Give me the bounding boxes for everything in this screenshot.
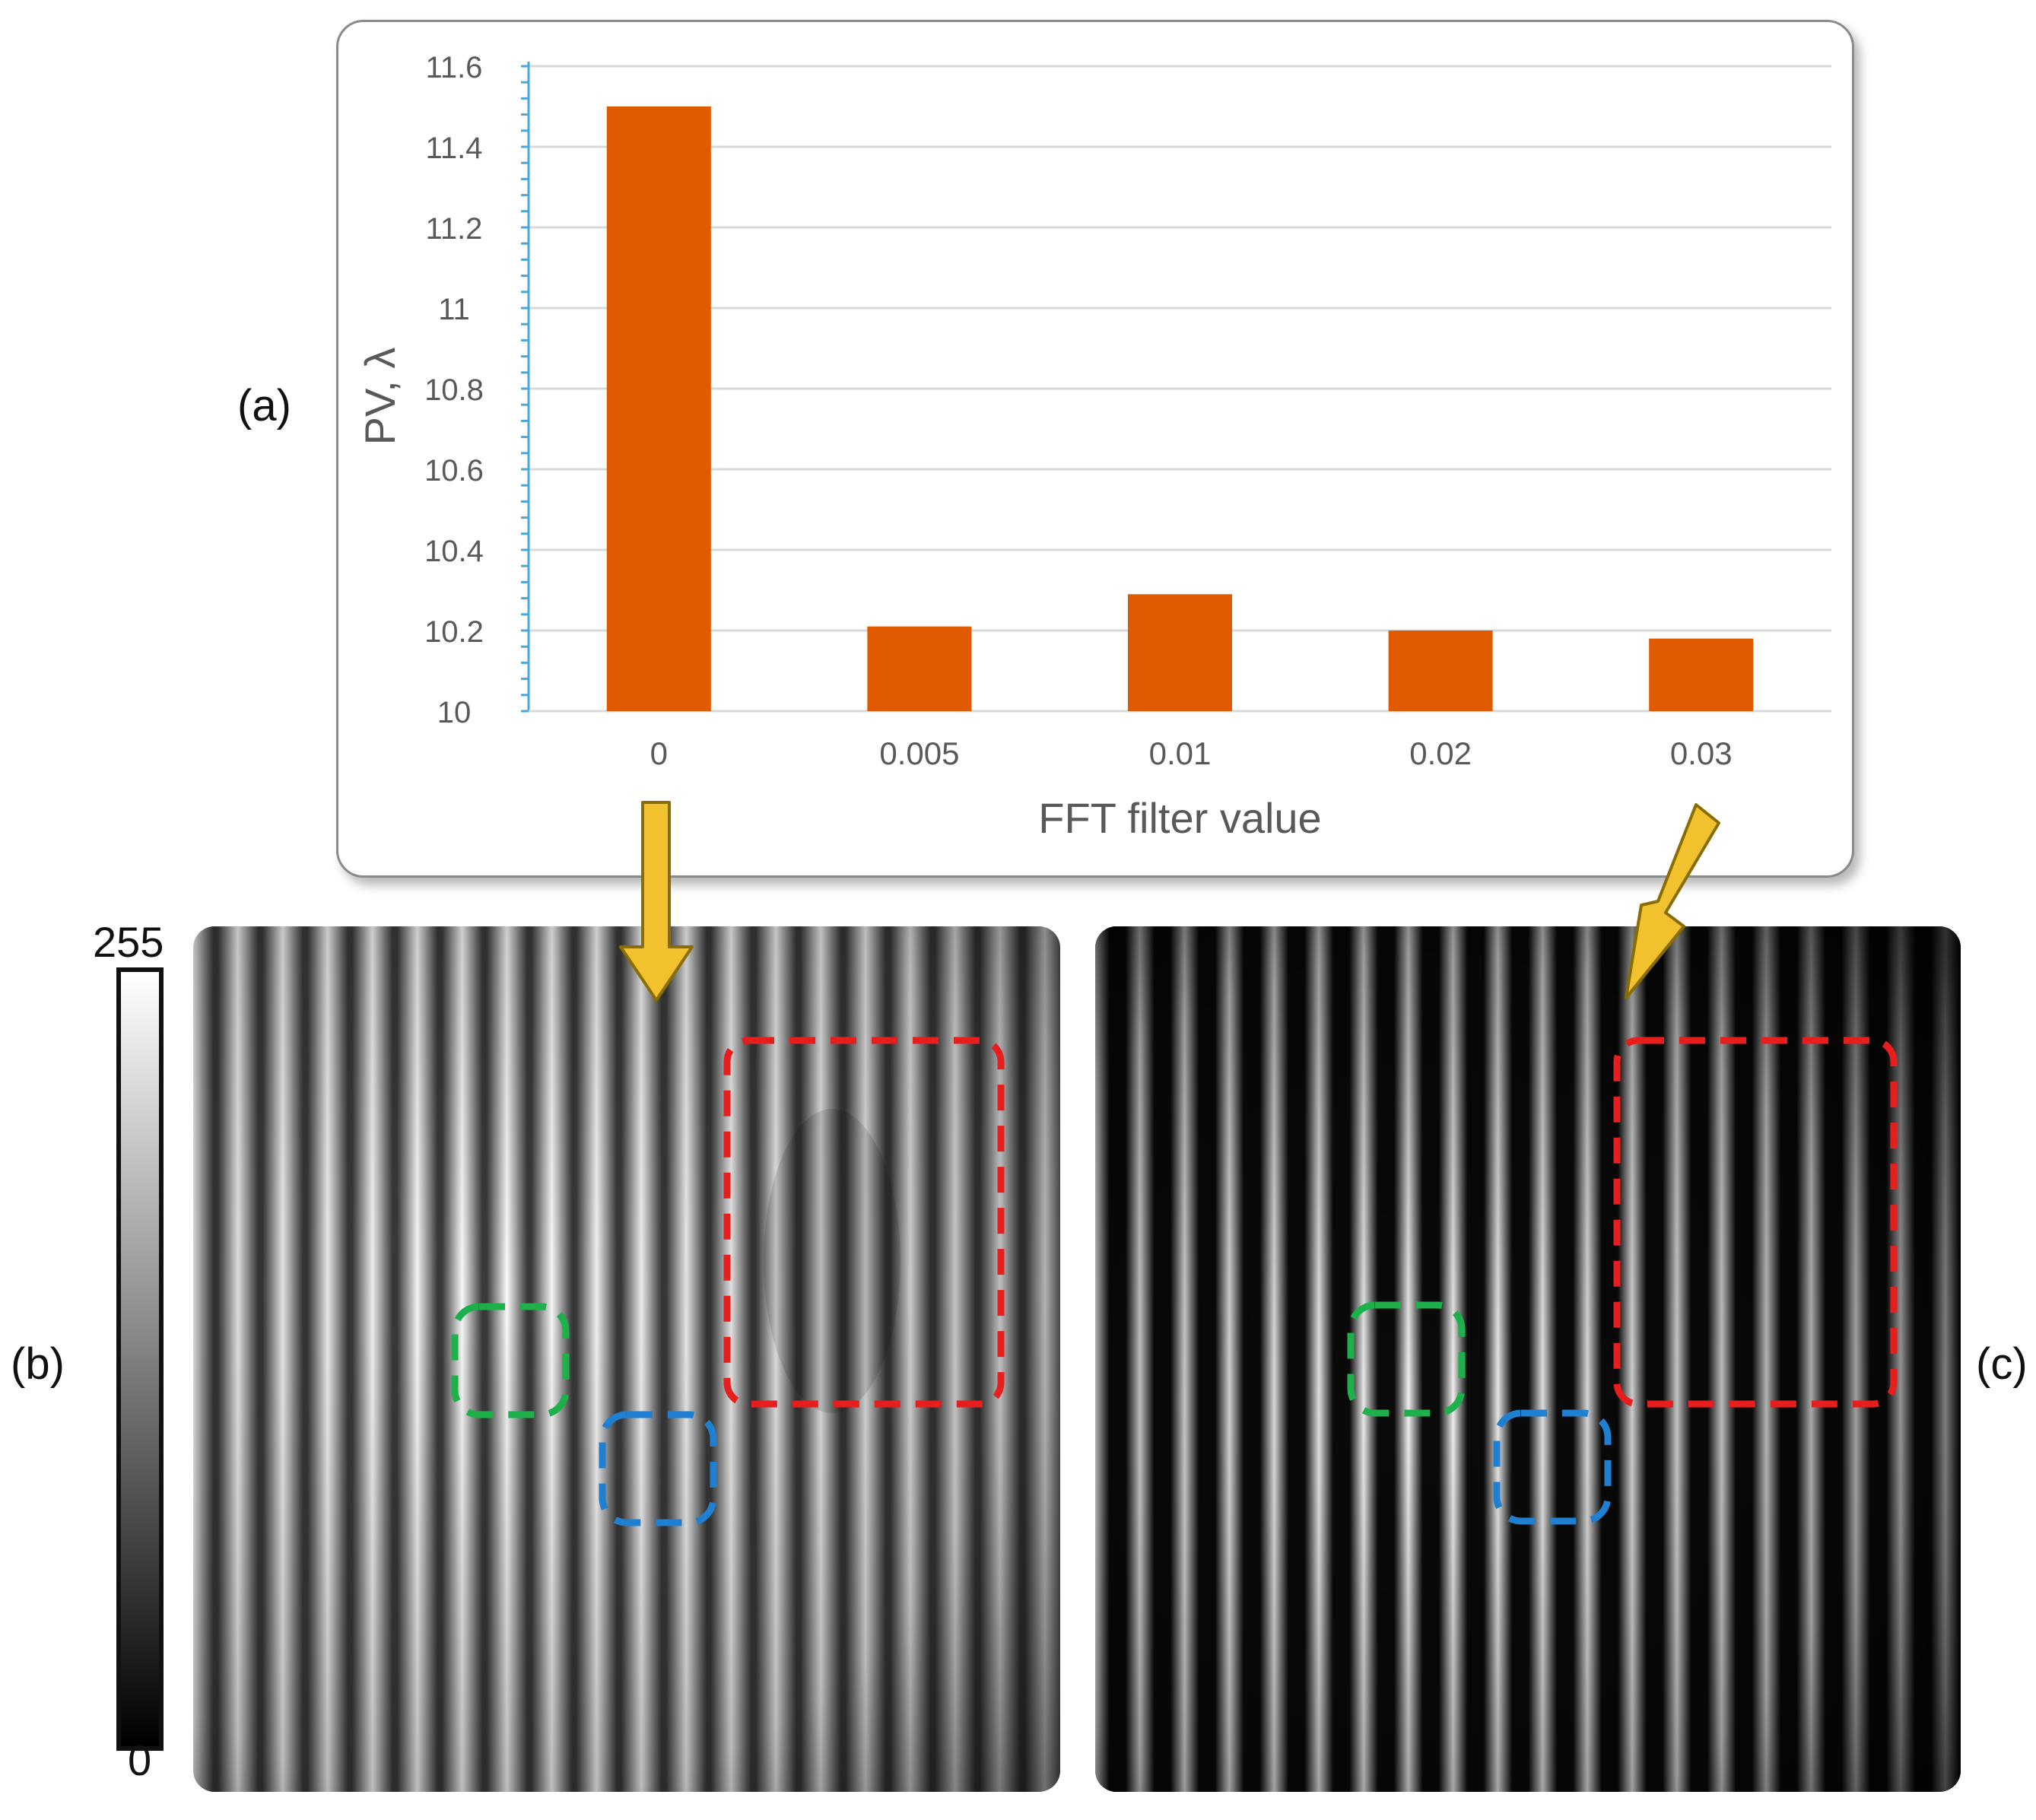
colorbar-max-label: 255 [93,918,164,966]
x-tick-label: 0.005 [879,735,959,771]
bar-chart: 10 10.2 10.4 10.6 10.8 11 11.2 11.4 11.6 0 0.005 0.… [356,51,1831,842]
y-tick-label: 11 [438,293,470,326]
y-tick-label: 10.6 [424,454,484,488]
grayscale-colorbar [116,967,164,1751]
x-tick-label: 0.03 [1670,735,1733,771]
bar-0.005 [867,626,972,711]
bar-0.02 [1388,630,1493,711]
interferogram-unfiltered [193,926,1060,1792]
x-tick-label: 0 [650,735,668,771]
y-tick-label: 10.8 [424,373,484,407]
bar-0.01 [1127,594,1233,711]
x-tick-label: 0.02 [1409,735,1472,771]
interferogram-filtered [1095,926,1961,1792]
y-tick-label: 10.2 [424,615,484,649]
chart-panel: 10 10.2 10.4 10.6 10.8 11 11.2 11.4 11.6 0 0.005 0.… [336,20,1854,878]
y-tick-label: 11.2 [426,212,483,246]
bar-0.03 [1649,638,1754,711]
panel-label-c: (c) [1976,1339,2028,1389]
bar-0 [606,106,711,711]
y-tick-label: 10 [437,696,472,729]
y-axis-title: PV, λ [356,348,404,446]
panel-label-b: (b) [11,1339,65,1389]
y-tick-label: 10.4 [424,535,484,568]
colorbar-min-label: 0 [128,1736,152,1784]
x-tick-label: 0.01 [1149,735,1212,771]
panel-label-a: (a) [237,381,291,430]
y-tick-label: 11.6 [426,51,483,84]
y-tick-label: 11.4 [426,132,483,165]
x-axis-title: FFT filter value [1038,794,1321,842]
